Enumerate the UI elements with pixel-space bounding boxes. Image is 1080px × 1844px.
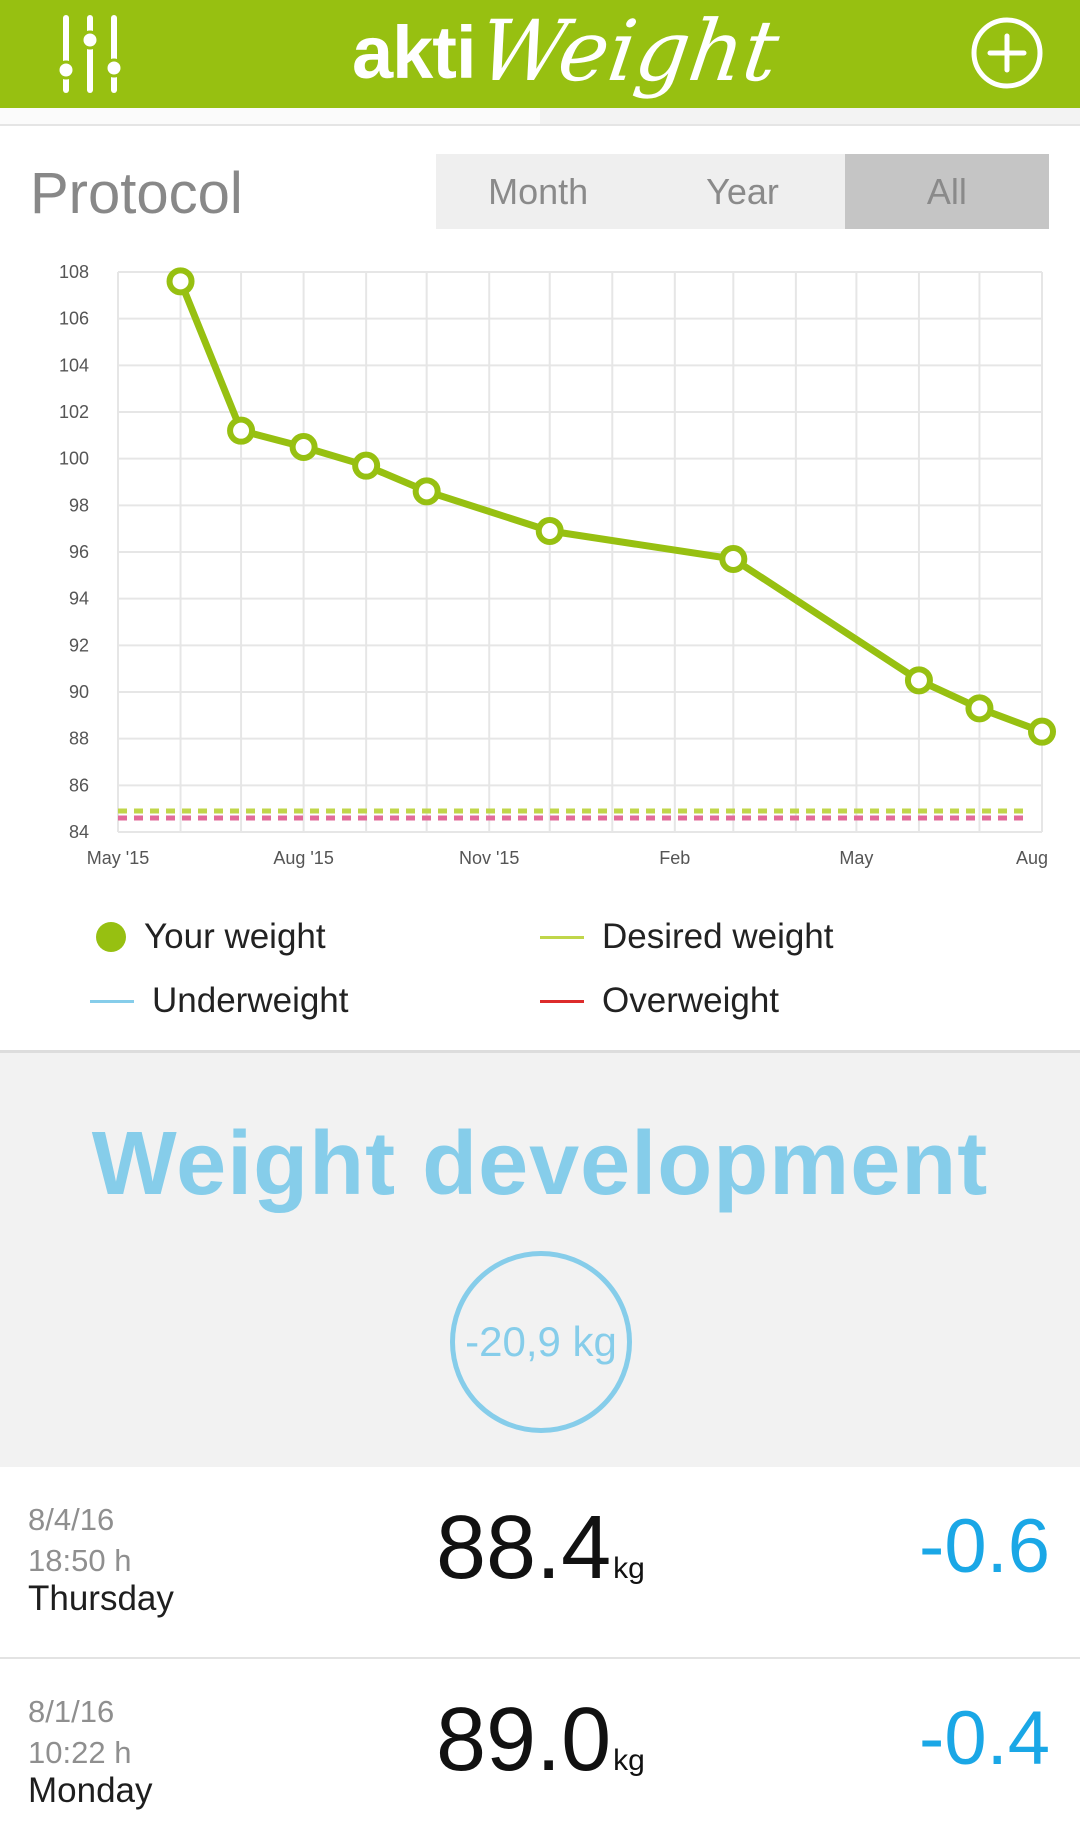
- legend-your-weight: Your weight: [96, 917, 326, 957]
- x-tick-label: Feb: [659, 848, 690, 868]
- legend-line-icon: [540, 935, 584, 939]
- weight-change-value: -20,9 kg: [465, 1318, 617, 1365]
- y-tick-label: 104: [59, 355, 89, 375]
- entry-time: 10:22 h: [28, 1735, 132, 1770]
- weight-series-line: [177, 277, 1046, 736]
- protocol-title: Protocol: [30, 161, 243, 226]
- legend-line-icon: [90, 999, 134, 1003]
- plus-circle-icon: [971, 17, 1043, 89]
- settings-sliders-button[interactable]: [54, 12, 126, 96]
- entry-weekday: Monday: [28, 1771, 153, 1810]
- y-tick-label: 84: [69, 822, 89, 842]
- legend-label: Overweight: [602, 981, 780, 1020]
- weight-data-point: [227, 416, 256, 445]
- legend-overweight: Overweight: [540, 981, 779, 1021]
- logo-text-weight: Weight: [473, 2, 785, 100]
- tab-year[interactable]: Year: [706, 170, 779, 212]
- y-tick-label: 92: [69, 635, 89, 655]
- y-tick-label: 94: [69, 589, 89, 609]
- entry-delta: -0.4: [919, 1696, 1050, 1781]
- y-tick-label: 88: [69, 729, 89, 749]
- weight-entry-row[interactable]: 8/1/16 10:22 h Monday 89.0kg -0.4: [0, 1659, 1080, 1844]
- weight-chart: 84 86 88 90 92 94 96 98 100 102 104 106 108 May '15 Au…: [59, 262, 1056, 868]
- entry-weight-unit: kg: [613, 1552, 645, 1585]
- entry-weekday: Thursday: [28, 1579, 174, 1618]
- tab-month[interactable]: Month: [488, 170, 589, 212]
- legend-desired-weight: Desired weight: [540, 917, 834, 957]
- section-divider: [0, 1050, 1080, 1053]
- y-tick-label: 96: [69, 542, 89, 562]
- header-progress-strip: [0, 108, 1080, 126]
- weight-data-point: [719, 545, 748, 573]
- entry-datetime: 8/4/16 18:50 h: [28, 1499, 131, 1581]
- weight-development-title: Weight development: [91, 1114, 989, 1214]
- legend-label: Desired weight: [602, 917, 834, 956]
- x-tick-label: Aug '15: [273, 848, 334, 868]
- weight-entry-row[interactable]: 8/4/16 18:50 h Thursday 88.4kg -0.6: [0, 1467, 1080, 1659]
- y-tick-label: 102: [59, 402, 89, 422]
- entry-date: 8/4/16: [28, 1502, 115, 1537]
- legend-dot-icon: [96, 922, 126, 952]
- weight-data-point: [904, 666, 933, 695]
- weight-data-point: [166, 267, 195, 296]
- entry-weight-value: 89.0: [436, 1690, 612, 1790]
- x-tick-label: May: [839, 848, 873, 868]
- entry-datetime: 8/1/16 10:22 h: [28, 1691, 131, 1773]
- app-logo: akti Weight: [352, 0, 785, 108]
- legend-underweight: Underweight: [90, 981, 349, 1021]
- entry-date: 8/1/16: [28, 1694, 115, 1729]
- app-header: akti Weight: [0, 0, 1080, 108]
- y-tick-label: 90: [69, 682, 89, 702]
- entry-delta: -0.6: [919, 1504, 1050, 1589]
- weight-data-point: [1028, 717, 1056, 746]
- entry-time: 18:50 h: [28, 1543, 132, 1578]
- weight-change-badge: -20,9 kg: [450, 1251, 632, 1433]
- y-tick-label: 86: [69, 775, 89, 795]
- add-weight-button[interactable]: [970, 16, 1044, 90]
- legend-line-icon: [540, 999, 584, 1003]
- x-tick-label: Nov '15: [459, 848, 519, 868]
- sliders-icon: [56, 15, 124, 93]
- entry-weight: 88.4kg: [436, 1497, 645, 1600]
- weight-data-point: [412, 477, 441, 506]
- legend-label: Underweight: [152, 981, 349, 1020]
- logo-text-akti: akti: [352, 11, 477, 94]
- weight-development-section: Weight development -20,9 kg: [0, 1053, 1080, 1467]
- period-segmented-control: Month Year All: [436, 154, 1049, 229]
- y-tick-label: 106: [59, 309, 89, 329]
- x-tick-label: Aug: [1016, 848, 1048, 868]
- x-tick-label: May '15: [87, 848, 149, 868]
- tab-all[interactable]: All: [844, 154, 1049, 229]
- entry-weight-unit: kg: [613, 1744, 645, 1777]
- y-tick-label: 108: [59, 262, 89, 282]
- weight-data-point: [289, 433, 318, 461]
- weight-data-point: [535, 517, 564, 545]
- y-tick-label: 100: [59, 449, 89, 469]
- entry-weight: 89.0kg: [436, 1689, 645, 1792]
- y-tick-label: 98: [69, 495, 89, 515]
- weight-data-point: [352, 451, 381, 480]
- entry-weight-value: 88.4: [436, 1498, 612, 1598]
- legend-label: Your weight: [144, 917, 326, 956]
- weight-data-point: [965, 694, 994, 723]
